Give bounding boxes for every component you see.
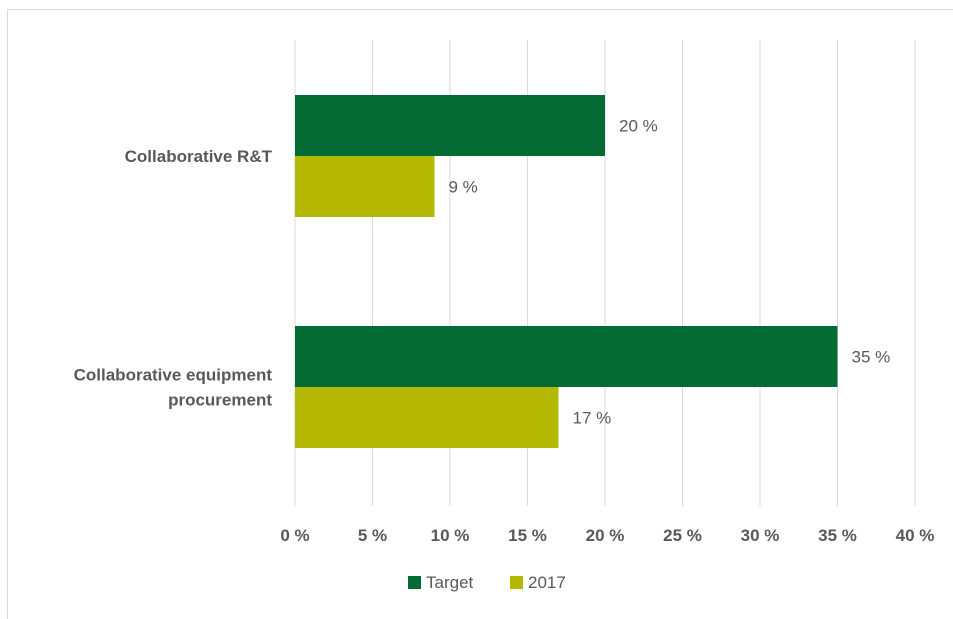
x-tick-label: 25 % — [663, 526, 702, 545]
legend-label: 2017 — [528, 573, 566, 592]
legend-swatch — [510, 576, 523, 589]
category-label: Collaborative R&T — [125, 147, 273, 166]
bar — [295, 156, 435, 217]
chart-frame — [7, 9, 953, 619]
legend-swatch — [408, 576, 421, 589]
bar — [295, 95, 605, 156]
data-label: 17 % — [573, 409, 612, 428]
data-labels: 20 % 9 % 35 % 17 % — [449, 117, 891, 428]
category-label-line: procurement — [168, 391, 272, 410]
legend: Target 2017 — [408, 573, 566, 592]
category-label: Collaborative equipment procurement — [74, 366, 273, 410]
bars — [295, 95, 838, 448]
x-tick-label: 20 % — [586, 526, 625, 545]
x-tick-label: 5 % — [358, 526, 387, 545]
x-tick-label: 30 % — [741, 526, 780, 545]
data-label: 20 % — [619, 117, 658, 136]
x-tick-label: 35 % — [818, 526, 857, 545]
bar — [295, 326, 838, 387]
x-tick-label: 40 % — [896, 526, 935, 545]
bar — [295, 387, 559, 448]
legend-label: Target — [426, 573, 474, 592]
x-tick-label: 10 % — [431, 526, 470, 545]
x-tick-label: 15 % — [508, 526, 547, 545]
data-label: 35 % — [852, 348, 891, 367]
category-labels: Collaborative R&T Collaborative equipment… — [74, 147, 273, 410]
category-label-line: Collaborative equipment — [74, 366, 273, 385]
x-tick-label: 0 % — [280, 526, 309, 545]
x-tick-labels: 0 % 5 % 10 % 15 % 20 % 25 % 30 % 35 % 40 % — [280, 526, 934, 545]
category-label-line: Collaborative R&T — [125, 147, 273, 166]
data-label: 9 % — [449, 178, 478, 197]
